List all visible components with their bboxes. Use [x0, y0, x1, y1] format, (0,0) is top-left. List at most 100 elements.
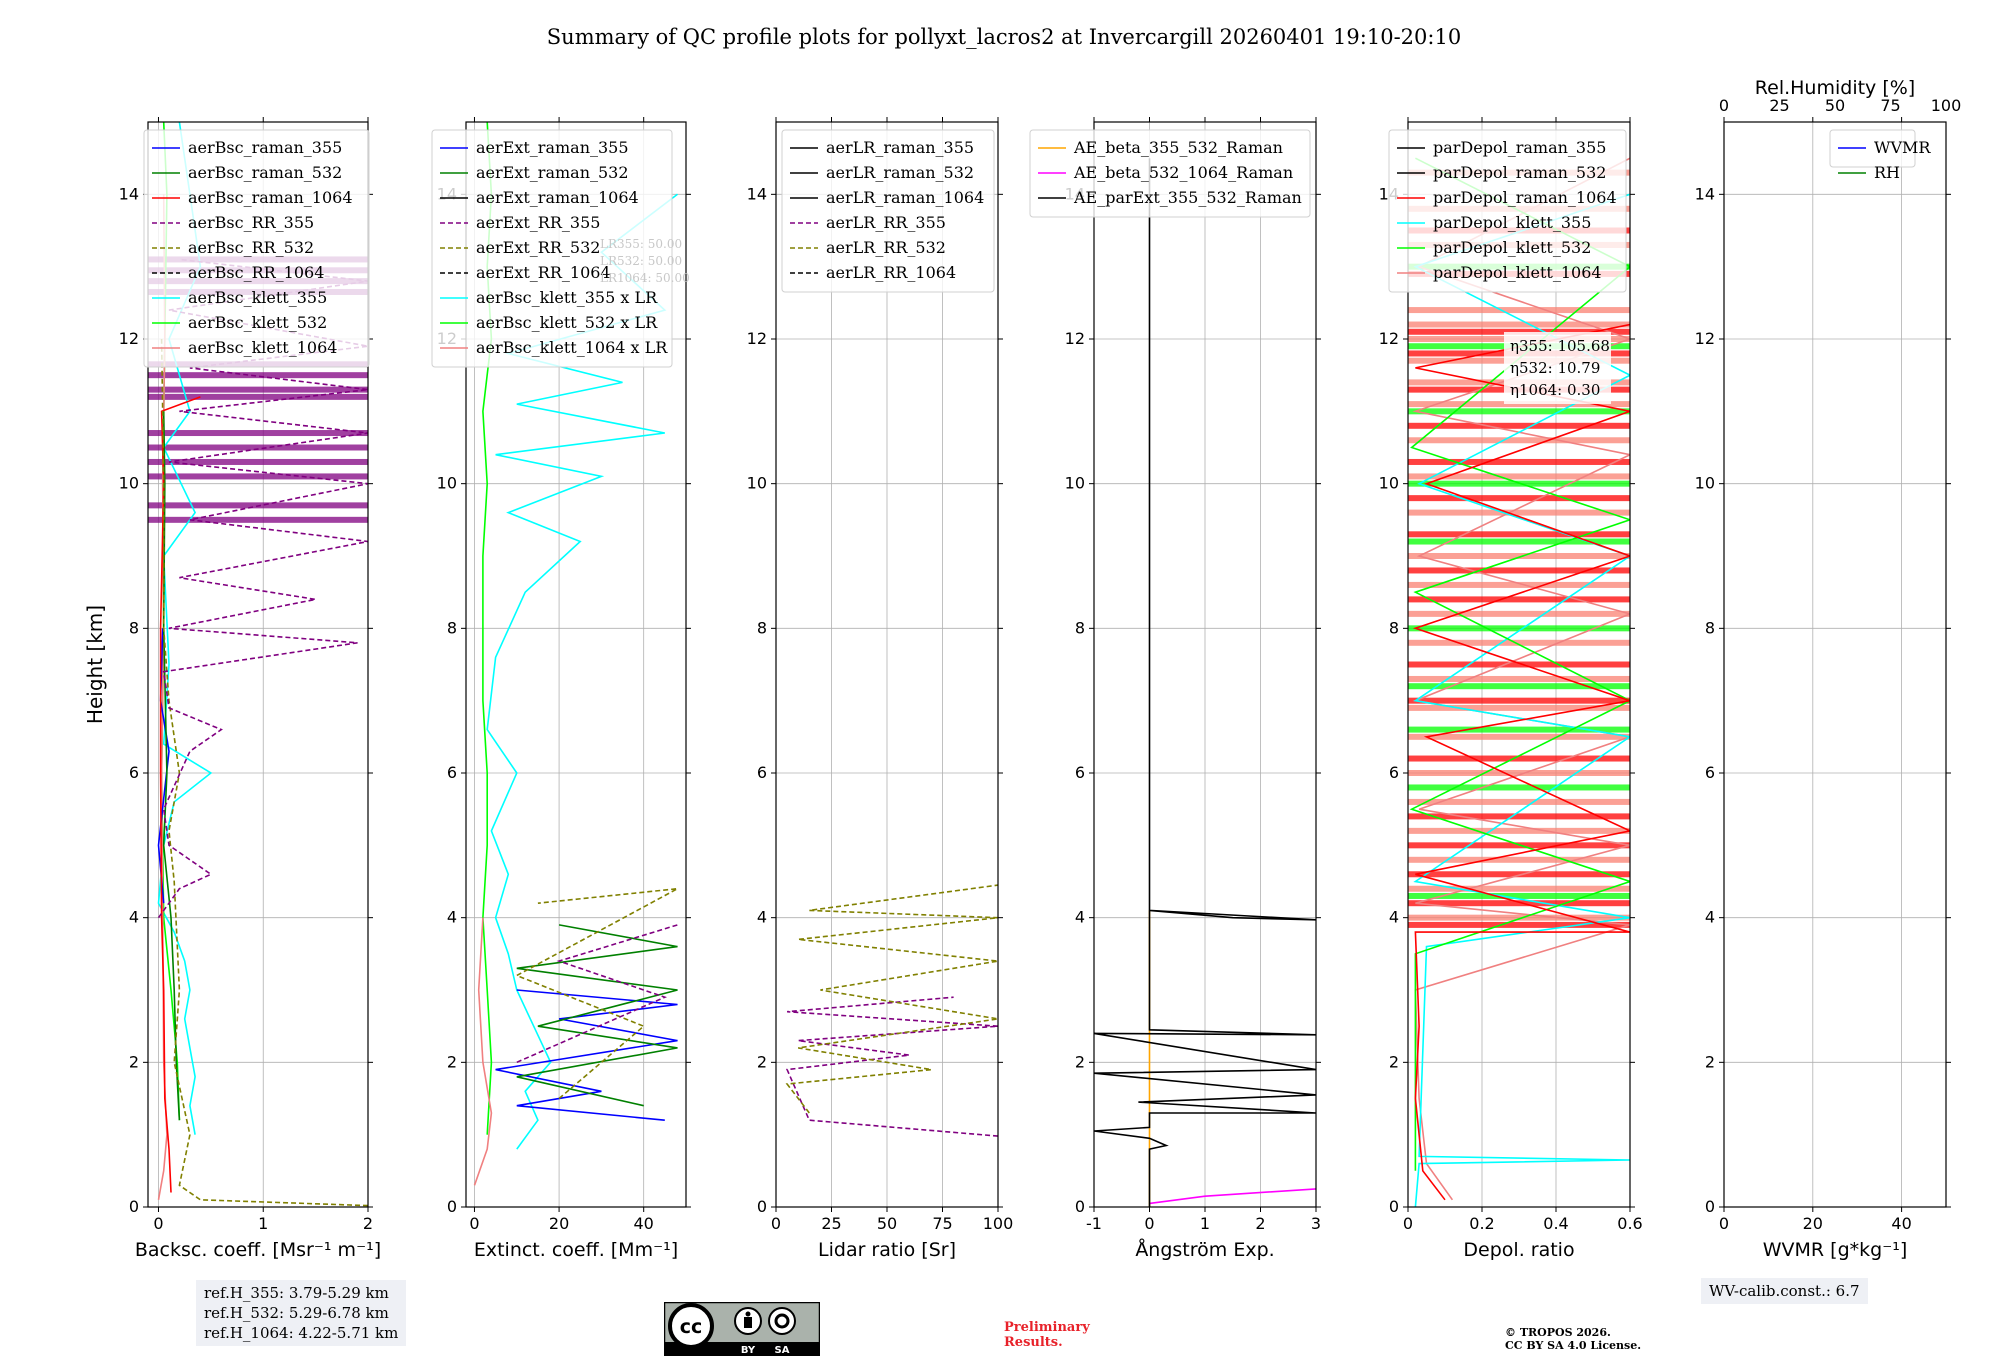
- panel-lidar_ratio: 0 25 50 75 100 0 2 4 6 8 10 12 14 Lidar ratio [Sr] aer…: [747, 117, 1014, 1261]
- legend-label-8: aerBsc_klett_1064: [188, 338, 337, 357]
- legend-label-0: parDepol_raman_355: [1433, 138, 1606, 157]
- legend-label-0: aerBsc_raman_355: [188, 138, 342, 157]
- y-tick-label-3: 6: [447, 763, 457, 782]
- wv-calib-constant: WV-calib.const.: 6.7: [1709, 1282, 1860, 1300]
- sa-icon: [768, 1307, 796, 1335]
- x-tick-label-0: 0: [771, 1214, 781, 1233]
- preliminary-line-1: Preliminary: [1004, 1320, 1090, 1335]
- data-layer: [1094, 158, 1316, 1207]
- lr-label-0: LR355: 50.00: [600, 237, 682, 251]
- y-tick-label-3: 6: [757, 763, 767, 782]
- x-axis-label: WVMR [g*kg⁻¹]: [1763, 1239, 1908, 1261]
- y-tick-label-1: 2: [757, 1052, 767, 1071]
- legend-label-6: aerBsc_klett_355 x LR: [476, 288, 658, 307]
- y-tick-label-1: 2: [447, 1052, 457, 1071]
- x-tick-label-1: 25: [821, 1214, 841, 1233]
- data-layer: [1408, 157, 1630, 1207]
- legend-label-6: aerBsc_klett_355: [188, 288, 327, 307]
- legend-label-2: parDepol_raman_1064: [1433, 188, 1617, 207]
- by-icon-body: [744, 1317, 752, 1328]
- y-tick-label-5: 10: [1379, 474, 1399, 493]
- legend-label-2: AE_parExt_355_532_Raman: [1073, 188, 1302, 207]
- stripe-0-6: [148, 386, 368, 393]
- by-label: BY: [741, 1345, 756, 1356]
- panel-depolarization: 00.20.40.602468101214Depol. ratioparDepo…: [1379, 117, 1643, 1261]
- panel-angstrom: -1012302468101214Ångström Exp.AE_beta_35…: [1029, 117, 1321, 1261]
- y-tick-label-5: 10: [119, 474, 139, 493]
- x-tick-label-2: 0.4: [1543, 1214, 1568, 1233]
- lr-label-2: LR1064: 50.00: [600, 271, 690, 285]
- x-tick-label-1: 20: [1803, 1214, 1823, 1233]
- copyright-line-2: CC BY SA 4.0 License.: [1505, 1339, 1642, 1352]
- x-tick-label-2: 40: [1891, 1214, 1911, 1233]
- x-axis-label: Ångström Exp.: [1135, 1238, 1274, 1261]
- y-tick-label-2: 4: [757, 908, 767, 927]
- y-tick-label-1: 2: [1075, 1052, 1085, 1071]
- eta-label-0: η355: 105.68: [1510, 337, 1610, 355]
- series-aerBsc_RR_532: [160, 338, 368, 1207]
- y-tick-label-6: 12: [747, 329, 767, 348]
- stripe-2-4: [1408, 538, 1630, 545]
- y-tick-label-5: 10: [1695, 474, 1715, 493]
- series-aerBsc_RR_355: [157, 258, 368, 919]
- y-tick-label-5: 10: [1065, 474, 1085, 493]
- top-x-tick-label-4: 100: [1931, 96, 1962, 115]
- ref-height-355: ref.H_355: 3.79-5.29 km: [204, 1284, 389, 1302]
- top-x-tick-label-0: 0: [1719, 96, 1729, 115]
- x-tick-label-2: 50: [877, 1214, 897, 1233]
- legend-label-3: aerLR_RR_355: [826, 213, 946, 232]
- stripe-1-9: [1408, 567, 1630, 574]
- legend: WVMR RH: [1829, 129, 1931, 182]
- x-tick-label-1: 20: [549, 1214, 569, 1233]
- y-tick-label-7: 14: [119, 184, 139, 203]
- legend-box: [431, 129, 673, 368]
- y-tick-label-4: 8: [1389, 618, 1399, 637]
- stripe-0-19: [1408, 770, 1630, 776]
- legend-label-5: parDepol_klett_1064: [1433, 263, 1602, 282]
- x-tick-label-2: 1: [1200, 1214, 1210, 1233]
- x-tick-label-3: 75: [932, 1214, 952, 1233]
- x-tick-label-2: 2: [363, 1214, 373, 1233]
- stripe-0-22: [1408, 856, 1630, 863]
- legend-label-1: AE_beta_532_1064_Raman: [1073, 163, 1293, 182]
- y-tick-label-4: 8: [1705, 618, 1715, 637]
- legend: aerLR_raman_355 aerLR_raman_532 aerLR_rama…: [781, 129, 995, 293]
- ref-height-1064: ref.H_1064: 4.22-5.71 km: [204, 1324, 399, 1342]
- preliminary-note: Preliminary Results.: [1004, 1320, 1090, 1350]
- series-aerBsc_klett_1064 x LR: [473, 917, 493, 1186]
- legend-box: [1388, 129, 1627, 293]
- sa-icon-arrow: [774, 1313, 790, 1329]
- legend-label-1: aerLR_raman_532: [826, 163, 974, 182]
- y-tick-label-3: 6: [1389, 763, 1399, 782]
- series-aerExt_RR_532: [514, 887, 678, 1100]
- copyright-note: © TROPOS 2026. CC BY SA 4.0 License.: [1505, 1326, 1641, 1352]
- cc-icon: [668, 1303, 714, 1349]
- stripe-0-18: [1408, 733, 1630, 740]
- x-tick-label-3: 2: [1255, 1214, 1265, 1233]
- y-tick-label-1: 2: [129, 1052, 139, 1071]
- eta-label-2: η1064: 0.30: [1510, 381, 1600, 399]
- legend-label-1: RH: [1874, 163, 1900, 182]
- legend-label-7: aerBsc_klett_532: [188, 313, 327, 332]
- eta-box: [1504, 332, 1611, 404]
- y-tick-label-2: 4: [447, 908, 457, 927]
- legend-label-1: parDepol_raman_532: [1433, 163, 1606, 182]
- y-tick-label-5: 10: [437, 474, 457, 493]
- series-parDepol_raman_1064: [1412, 323, 1630, 1201]
- legend-label-5: aerExt_RR_1064: [476, 263, 611, 282]
- stripe-0-8: [1408, 401, 1630, 408]
- y-tick-label-1: 2: [1389, 1052, 1399, 1071]
- panel-extinction: 0204002468101214Extinct. coeff. [Mm⁻¹]ae…: [431, 117, 691, 1261]
- data-layer: [473, 122, 678, 1186]
- stripe-0-20: [1408, 798, 1630, 805]
- legend-label-1: aerBsc_raman_532: [188, 163, 342, 182]
- legend-label-2: aerLR_raman_1064: [826, 188, 984, 207]
- x-tick-label-4: 100: [983, 1214, 1014, 1233]
- stripe-0-23: [1408, 885, 1630, 892]
- y-tick-label-4: 8: [1075, 618, 1085, 637]
- reference-heights-box: ref.H_355: 3.79-5.29 km ref.H_532: 5.29-…: [196, 1280, 407, 1346]
- y-tick-label-3: 6: [1075, 763, 1085, 782]
- data-layer: [785, 884, 998, 1137]
- plot-frame: [465, 121, 687, 1208]
